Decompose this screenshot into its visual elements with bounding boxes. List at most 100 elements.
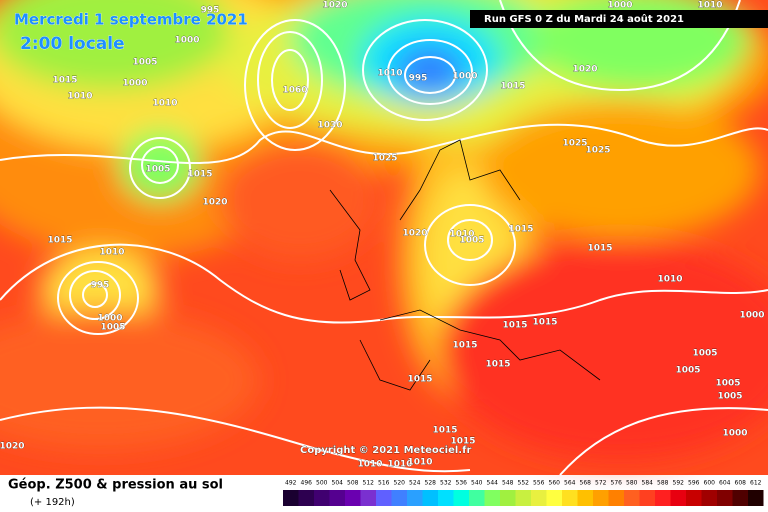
isobar-label: 1015 xyxy=(532,318,557,328)
isobar-label: 1015 xyxy=(587,244,612,254)
scale-swatch xyxy=(670,490,686,506)
isobar-label: 1010 xyxy=(657,275,682,285)
scale-swatch xyxy=(391,490,407,506)
isobar-label: 1000 xyxy=(174,36,199,46)
isobar-label: 1015 xyxy=(47,236,72,246)
copyright: Copyright © 2021 Meteociel.fr xyxy=(300,445,471,456)
scale-label: 528 xyxy=(425,480,437,487)
isobar-label: 1000 xyxy=(122,79,147,89)
scale-label: 556 xyxy=(533,480,545,487)
scale-swatch xyxy=(624,490,640,506)
scale-swatch xyxy=(748,490,764,506)
isobar-label: 1010 xyxy=(449,230,474,240)
scale-swatch xyxy=(484,490,500,506)
scale-label: 516 xyxy=(378,480,390,487)
isobar-label: 995 xyxy=(201,6,220,16)
isobar-label: 1015 xyxy=(187,170,212,180)
scale-label: 520 xyxy=(394,480,406,487)
isobar-label: 1005 xyxy=(132,58,157,68)
scale-swatch xyxy=(360,490,376,506)
scale-label: 500 xyxy=(316,480,328,487)
scale-swatch xyxy=(655,490,671,506)
scale-swatch xyxy=(577,490,593,506)
scale-label: 596 xyxy=(688,480,700,487)
isobar-label: 1030 xyxy=(317,121,342,131)
scale-label: 568 xyxy=(580,480,592,487)
isobar-label: 1015 xyxy=(52,76,77,86)
isobar-label: 1000 xyxy=(452,72,477,82)
scale-swatch xyxy=(329,490,345,506)
scale-swatch xyxy=(422,490,438,506)
isobar-label: 1015 xyxy=(450,437,475,447)
isobar-label: 1010 xyxy=(67,92,92,102)
scale-label: 544 xyxy=(487,480,499,487)
isobar-label: 1005 xyxy=(145,165,170,175)
isobar-label: 1015 xyxy=(502,321,527,331)
scale-label: 564 xyxy=(564,480,576,487)
isobar-label: 1000 xyxy=(739,311,764,321)
scale-swatch xyxy=(298,490,314,506)
isobar-label: 1025 xyxy=(585,146,610,156)
scale-swatch xyxy=(500,490,516,506)
isobar-label: 1005 xyxy=(675,366,700,376)
isobar-label: 1015 xyxy=(485,360,510,370)
isobar-label: 1005 xyxy=(715,379,740,389)
isobar-label: 1010 xyxy=(387,460,412,470)
scale-label: 504 xyxy=(332,480,344,487)
isobar-label: 1020 xyxy=(402,229,427,239)
isobar-label: 1010 xyxy=(697,1,722,11)
scale-swatch xyxy=(438,490,454,506)
isobar-label: 1005 xyxy=(692,349,717,359)
isobar-label: 1010 xyxy=(357,460,382,470)
scale-label: 508 xyxy=(347,480,359,487)
isobar-label: 1010 xyxy=(152,99,177,109)
scale-swatch xyxy=(531,490,547,506)
scale-swatch xyxy=(701,490,717,506)
scale-swatch xyxy=(686,490,702,506)
isobar-label: 1005 xyxy=(717,392,742,402)
scale-label: 540 xyxy=(471,480,483,487)
scale-label: 576 xyxy=(611,480,623,487)
scale-swatch xyxy=(546,490,562,506)
scale-label: 560 xyxy=(549,480,561,487)
isobar-label: 1010 xyxy=(377,69,402,79)
isobar-label: 1020 xyxy=(202,198,227,208)
scale-label: 604 xyxy=(719,480,731,487)
forecast-date: Mercredi 1 septembre 2021 xyxy=(14,11,248,29)
isobars xyxy=(0,0,768,473)
isobar-label: 1020 xyxy=(0,442,25,452)
scale-swatch xyxy=(283,490,299,506)
scale-swatch xyxy=(345,490,361,506)
isobar-label: 1005 xyxy=(459,236,484,246)
isobar-label: 1015 xyxy=(500,82,525,92)
isobar-label: 1010 xyxy=(99,248,124,258)
isobar-label: 995 xyxy=(409,74,428,84)
isobar-labels: 995 1020 1010 1000 1005 1000 1015 1010 1010 1060 1… xyxy=(0,0,765,470)
run-info: Run GFS 0 Z du Mardi 24 août 2021 xyxy=(484,13,684,25)
scale-label: 588 xyxy=(657,480,669,487)
isobar-label: 1060 xyxy=(282,86,307,96)
scale-swatch xyxy=(376,490,392,506)
scale-label: 580 xyxy=(626,480,638,487)
scale-label: 492 xyxy=(285,480,297,487)
scale-label: 592 xyxy=(673,480,685,487)
z500-field xyxy=(0,0,768,475)
scale-swatch xyxy=(407,490,423,506)
isobar-label: 1020 xyxy=(572,65,597,75)
coastlines xyxy=(329,139,601,391)
scale-label: 512 xyxy=(363,480,375,487)
scale-label: 584 xyxy=(642,480,654,487)
scale-swatch xyxy=(469,490,485,506)
isobar-label: 1025 xyxy=(562,139,587,149)
isobar-label: 1015 xyxy=(452,341,477,351)
scale-swatch xyxy=(314,490,330,506)
isobar-label: 1000 xyxy=(722,429,747,439)
scale-label: 548 xyxy=(502,480,514,487)
scale-label: 552 xyxy=(518,480,530,487)
isobar-label: 1000 xyxy=(97,314,122,324)
isobar-label: 1020 xyxy=(322,1,347,11)
run-banner xyxy=(470,10,768,28)
scale-swatch xyxy=(593,490,609,506)
isobar-label: 1015 xyxy=(407,375,432,385)
isobar-label: 1000 xyxy=(607,1,632,11)
